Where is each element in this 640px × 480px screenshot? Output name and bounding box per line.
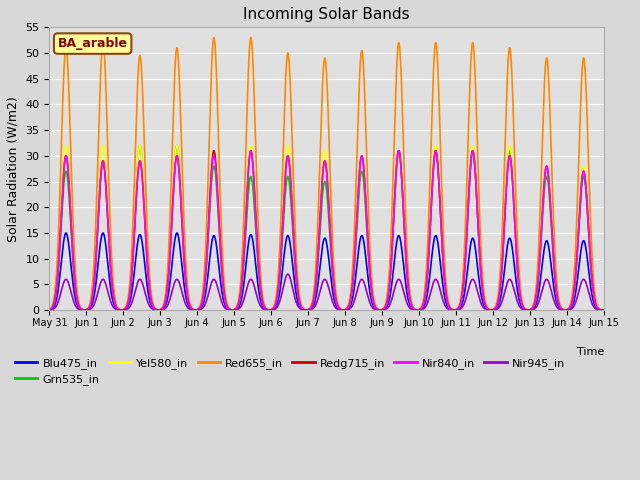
- Text: Time: Time: [577, 347, 604, 357]
- Text: BA_arable: BA_arable: [58, 37, 127, 50]
- Y-axis label: Solar Radiation (W/m2): Solar Radiation (W/m2): [7, 96, 20, 241]
- Title: Incoming Solar Bands: Incoming Solar Bands: [243, 7, 410, 22]
- Legend: Blu475_in, Grn535_in, Yel580_in, Red655_in, Redg715_in, Nir840_in, Nir945_in: Blu475_in, Grn535_in, Yel580_in, Red655_…: [10, 353, 570, 389]
